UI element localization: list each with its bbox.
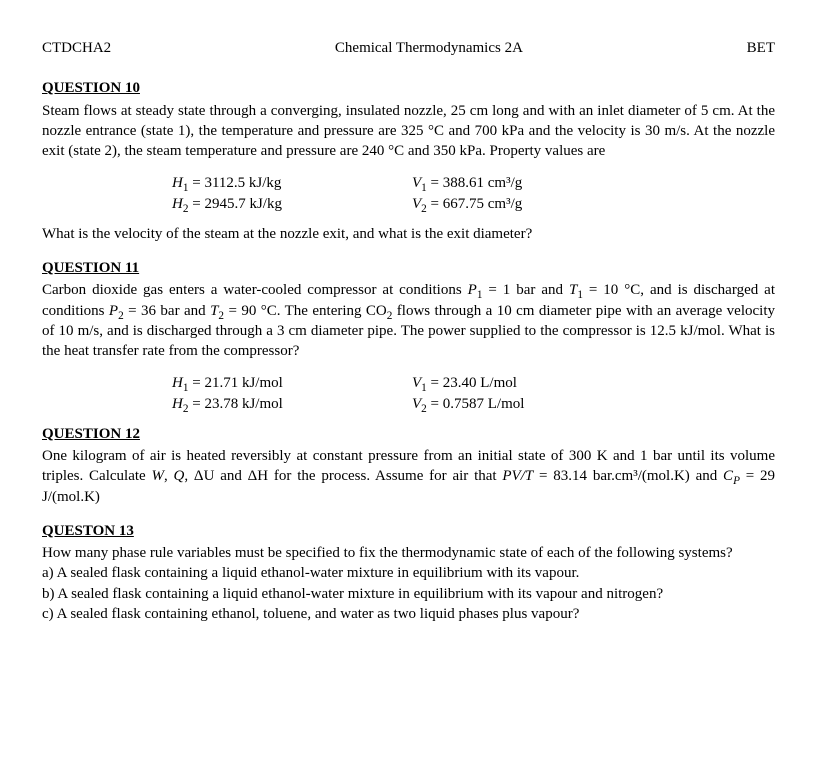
q13-title: QUESTON 13	[42, 521, 775, 541]
page-header: CTDCHA2 Chemical Thermodynamics 2A BET	[42, 38, 775, 58]
q11-v1: V1 = 23.40 L/mol	[412, 373, 652, 393]
q11-h2: H2 = 23.78 kJ/mol	[172, 394, 412, 414]
q10-h1: H1 = 3112.5 kJ/kg	[172, 173, 412, 193]
q10-title: QUESTION 10	[42, 78, 775, 98]
page: CTDCHA2 Chemical Thermodynamics 2A BET Q…	[0, 0, 817, 774]
q13-c: c) A sealed flask containing ethanol, to…	[42, 604, 775, 624]
q12-title: QUESTION 12	[42, 424, 775, 444]
q10-properties: H1 = 3112.5 kJ/kg H2 = 2945.7 kJ/kg V1 =…	[42, 173, 775, 214]
q13-a: a) A sealed flask containing a liquid et…	[42, 563, 775, 583]
q10-v2: V2 = 667.75 cm³/g	[412, 194, 652, 214]
header-code: CTDCHA2	[42, 38, 111, 58]
q11-title: QUESTION 11	[42, 258, 775, 278]
q11-body: Carbon dioxide gas enters a water-cooled…	[42, 280, 775, 361]
header-title: Chemical Thermodynamics 2A	[111, 38, 746, 58]
q12-body: One kilogram of air is heated reversibly…	[42, 446, 775, 507]
q10-body: Steam flows at steady state through a co…	[42, 101, 775, 162]
q13-b: b) A sealed flask containing a liquid et…	[42, 584, 775, 604]
q10-h2: H2 = 2945.7 kJ/kg	[172, 194, 412, 214]
q11-h1: H1 = 21.71 kJ/mol	[172, 373, 412, 393]
q10-ask: What is the velocity of the steam at the…	[42, 224, 775, 244]
q11-v2: V2 = 0.7587 L/mol	[412, 394, 652, 414]
q11-col-h: H1 = 21.71 kJ/mol H2 = 23.78 kJ/mol	[172, 373, 412, 414]
q10-col-h: H1 = 3112.5 kJ/kg H2 = 2945.7 kJ/kg	[172, 173, 412, 214]
q11-properties: H1 = 21.71 kJ/mol H2 = 23.78 kJ/mol V1 =…	[42, 373, 775, 414]
q10-v1: V1 = 388.61 cm³/g	[412, 173, 652, 193]
q10-col-v: V1 = 388.61 cm³/g V2 = 667.75 cm³/g	[412, 173, 652, 214]
q13-body: How many phase rule variables must be sp…	[42, 543, 775, 563]
header-right: BET	[747, 38, 775, 58]
q11-col-v: V1 = 23.40 L/mol V2 = 0.7587 L/mol	[412, 373, 652, 414]
